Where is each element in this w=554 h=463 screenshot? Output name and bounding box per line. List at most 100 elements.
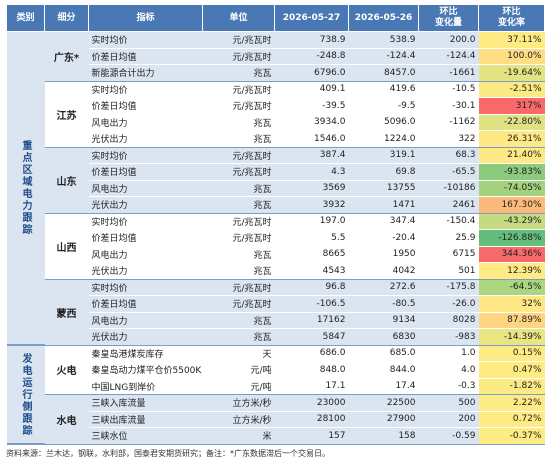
header-row: 类别 细分 指标 单位 2026-05-27 2026-05-26 环比 变化量 环比 变化率 (6, 4, 545, 32)
value-cell: 848.0 (274, 361, 349, 379)
value-cell: 17.1 (274, 378, 349, 395)
value-cell: 1950 (348, 246, 419, 263)
table-row: 江苏 实时均价 元/兆瓦时 409.1 419.6 -10.5 -2.51% (7, 81, 545, 148)
change-cell: 2461 (418, 196, 479, 214)
change-cell: 200.0 (418, 31, 479, 49)
value-cell: 1224.0 (348, 130, 419, 148)
value-cell: -248.8 (274, 48, 349, 65)
value-cell: 1546.0 (274, 130, 349, 148)
rate-cell: 32% (478, 295, 545, 313)
header-cell: 2026-05-27 (274, 4, 349, 32)
table-row: 价差日均值 元/兆瓦时 4.3 69.8 -65.5 -93.83% (7, 163, 545, 181)
subgroup-cell: 江苏 (44, 81, 89, 148)
indicator-cell: 三峡入库流量 (88, 394, 203, 412)
indicator-cell: 实时均价 (88, 279, 203, 296)
value-cell: 347.4 (348, 213, 419, 230)
header-cell: 单位 (202, 4, 275, 32)
value-cell: 419.6 (348, 81, 419, 98)
data-table: 类别 细分 指标 单位 2026-05-27 2026-05-26 环比 变化量 环比 变化率… (6, 4, 545, 445)
value-cell: 69.8 (348, 163, 419, 181)
table-row: 价差日均值 元/兆瓦时 5.5 -20.4 25.9 -126.88% (7, 229, 545, 247)
unit-cell: 兆瓦 (202, 328, 275, 346)
unit-cell: 元/兆瓦时 (202, 31, 275, 49)
table-row: 价差日均值 元/兆瓦时 -39.5 -9.5 -30.1 317% (7, 97, 545, 115)
rate-cell: 2.22% (478, 394, 545, 412)
change-cell: 501 (418, 262, 479, 280)
rate-cell: -43.29% (478, 213, 545, 230)
indicator-cell: 光伏出力 (88, 262, 203, 280)
change-cell: -10186 (418, 180, 479, 197)
unit-cell: 米 (202, 427, 275, 445)
change-cell: 500 (418, 394, 479, 412)
table-row: 风电出力 兆瓦 17162 9134 8028 87.89% (7, 312, 545, 329)
value-cell: 157 (274, 427, 349, 445)
rate-cell: -74.05% (478, 180, 545, 197)
unit-cell: 兆瓦 (202, 246, 275, 263)
value-cell: 6796.0 (274, 64, 349, 82)
value-cell: 13755 (348, 180, 419, 197)
value-cell: 3934.0 (274, 114, 349, 131)
page: 类别 细分 指标 单位 2026-05-27 2026-05-26 环比 变化量 环比 变化率… (0, 4, 554, 463)
unit-cell: 立方米/秒 (202, 394, 275, 412)
table-row: 光伏出力 兆瓦 3932 1471 2461 167.30% (7, 196, 545, 214)
value-cell: 8665 (274, 246, 349, 263)
header-cell: 环比 变化率 (478, 4, 545, 32)
table-row: 山东 实时均价 元/兆瓦时 387.4 319.1 68.3 21.40% (7, 147, 545, 214)
value-cell: 844.0 (348, 361, 419, 379)
change-cell: 322 (418, 130, 479, 148)
change-cell: -0.3 (418, 378, 479, 395)
rate-cell: 21.40% (478, 147, 545, 164)
indicator-cell: 秦皇岛动力煤平仓价5500K (88, 361, 203, 379)
unit-cell: 兆瓦 (202, 64, 275, 82)
rate-cell: -19.64% (478, 64, 545, 82)
subgroup-cell: 山西 (44, 213, 89, 280)
header-cell: 指标 (88, 4, 203, 32)
rate-cell: 87.89% (478, 312, 545, 329)
change-cell: 6715 (418, 246, 479, 263)
unit-cell: 兆瓦 (202, 180, 275, 197)
table-row: 三峡出库流量 立方米/秒 28100 27900 200 0.72% (7, 411, 545, 428)
table-row: 中国LNG到岸价 元/吨 17.1 17.4 -0.3 -1.82% (7, 378, 545, 395)
rate-cell: 100.0% (478, 48, 545, 65)
change-cell: -65.5 (418, 163, 479, 181)
header-cell: 2026-05-26 (348, 4, 419, 32)
table-row: 价差日均值 元/兆瓦时 -106.5 -80.5 -26.0 32% (7, 295, 545, 313)
indicator-cell: 新能源合计出力 (88, 64, 203, 82)
unit-cell: 元/兆瓦时 (202, 229, 275, 247)
unit-cell: 元/吨 (202, 378, 275, 395)
rate-cell: 12.39% (478, 262, 545, 280)
indicator-cell: 实时均价 (88, 31, 203, 49)
unit-cell: 兆瓦 (202, 130, 275, 148)
table-row: 水电 三峡入库流量 立方米/秒 23000 22500 500 2.22% (7, 394, 545, 445)
indicator-cell: 三峡出库流量 (88, 411, 203, 428)
unit-cell: 元/兆瓦时 (202, 81, 275, 98)
value-cell: 272.6 (348, 279, 419, 296)
value-cell: 158 (348, 427, 419, 445)
category-cell: 发电运行侧跟踪 (6, 345, 45, 445)
rate-cell: -1.82% (478, 378, 545, 395)
rate-cell: 0.47% (478, 361, 545, 379)
rate-cell: -126.88% (478, 229, 545, 247)
change-cell: -30.1 (418, 97, 479, 115)
rate-cell: 0.15% (478, 345, 545, 362)
value-cell: 4.3 (274, 163, 349, 181)
table-row: 光伏出力 兆瓦 4543 4042 501 12.39% (7, 262, 545, 280)
subgroup-cell: 山东 (44, 147, 89, 214)
value-cell: 319.1 (348, 147, 419, 164)
indicator-cell: 风电出力 (88, 114, 203, 131)
indicator-cell: 实时均价 (88, 213, 203, 230)
value-cell: 197.0 (274, 213, 349, 230)
change-cell: -1162 (418, 114, 479, 131)
unit-cell: 元/兆瓦时 (202, 279, 275, 296)
value-cell: 1471 (348, 196, 419, 214)
unit-cell: 元/吨 (202, 361, 275, 379)
change-cell: 200 (418, 411, 479, 428)
subgroup-cell: 蒙西 (44, 279, 89, 346)
table-row: 新能源合计出力 兆瓦 6796.0 8457.0 -1661 -19.64% (7, 64, 545, 82)
unit-cell: 立方米/秒 (202, 411, 275, 428)
indicator-cell: 光伏出力 (88, 196, 203, 214)
indicator-cell: 实时均价 (88, 81, 203, 98)
subgroup-cell: 火电 (44, 345, 89, 395)
value-cell: 23000 (274, 394, 349, 412)
value-cell: 5847 (274, 328, 349, 346)
